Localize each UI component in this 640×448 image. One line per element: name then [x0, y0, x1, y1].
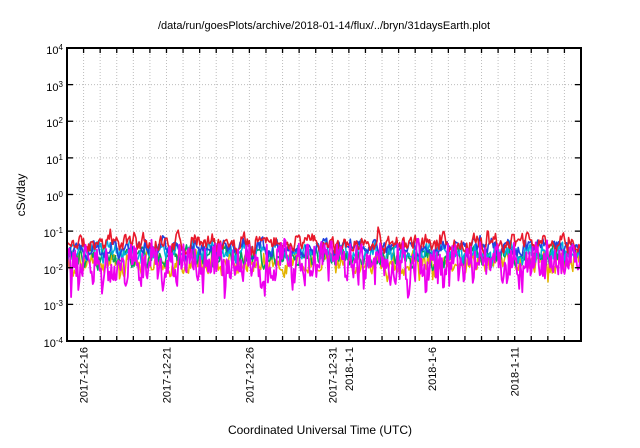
x-axis-title: Coordinated Universal Time (UTC): [227, 423, 413, 437]
x-tick-label: 2017-12-21: [161, 347, 173, 403]
y-tick-label: 10-3: [43, 299, 63, 314]
y-tick-label: 10-1: [43, 226, 63, 241]
x-tick-label: 2018-1-11: [510, 347, 522, 396]
y-tick-label: 10-4: [43, 336, 63, 350]
y-tick-label: 10-2: [43, 262, 63, 277]
y-tick-label: 101: [46, 152, 63, 167]
x-tick-label: 2017-12-31: [327, 347, 339, 403]
x-tick-label: 2018-1-6: [427, 347, 439, 391]
plot-title: /data/run/goesPlots/archive/2018-01-14/f…: [157, 20, 491, 32]
x-tick-label: 2018-1-1: [344, 347, 356, 391]
y-tick-label: 103: [46, 79, 63, 94]
y-tick-label: 102: [46, 116, 63, 131]
plot-border: [66, 47, 582, 342]
y-tick-label: 100: [46, 189, 63, 204]
series-line-magenta-channel: [68, 237, 580, 300]
x-tick-label: 2017-12-16: [79, 347, 91, 403]
y-tick-label: 104: [46, 43, 63, 57]
x-tick-label: 2017-12-26: [244, 347, 256, 403]
